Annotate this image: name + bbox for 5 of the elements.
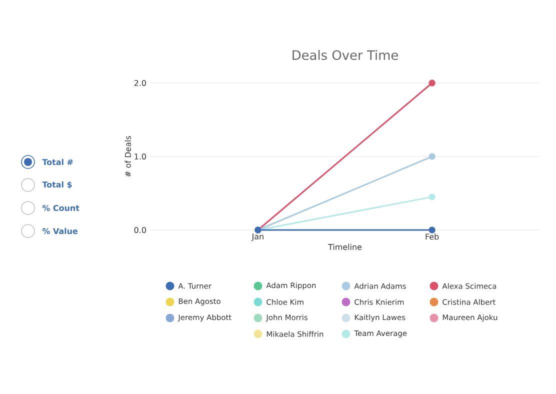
chart-title: Deals Over Time [292, 50, 398, 60]
point [428, 194, 436, 200]
point [428, 80, 436, 86]
point [428, 226, 436, 234]
point [428, 153, 436, 160]
